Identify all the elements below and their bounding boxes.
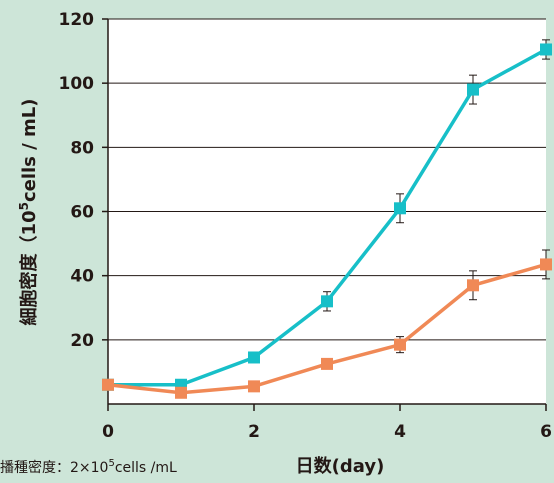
x-axis-title: 日数(day) <box>296 455 385 477</box>
seeding-density-note: 播種密度：2×105cells /mL <box>0 458 177 476</box>
y-tick-label: 100 <box>59 74 95 94</box>
y-tick-label: 20 <box>70 331 94 351</box>
x-tick-label: 6 <box>540 422 552 442</box>
series-2 <box>102 249 552 399</box>
x-tick-label: 2 <box>248 422 260 442</box>
x-tick-label: 0 <box>102 422 114 442</box>
series-layer <box>102 39 552 399</box>
data-point <box>175 386 187 399</box>
x-tick-label: 4 <box>394 422 406 442</box>
y-tick-label: 120 <box>59 10 95 30</box>
data-point <box>467 279 479 292</box>
data-point <box>394 202 406 215</box>
data-point <box>540 258 552 271</box>
data-point <box>248 351 260 364</box>
y-tick-label: 80 <box>70 138 94 158</box>
data-point <box>321 295 333 308</box>
y-axis-title: 細胞密度（105cells / mL) <box>17 99 40 326</box>
axis-ticks: 20 40 60 80 100 120 0 2 4 6 <box>59 10 552 442</box>
y-tick-label: 60 <box>70 203 94 223</box>
y-tick-label: 40 <box>70 267 94 287</box>
data-point <box>102 378 114 391</box>
data-point <box>248 380 260 393</box>
data-point <box>321 357 333 370</box>
data-point <box>394 338 406 351</box>
gridlines <box>108 18 546 341</box>
data-point <box>540 43 552 56</box>
data-point <box>467 83 479 96</box>
